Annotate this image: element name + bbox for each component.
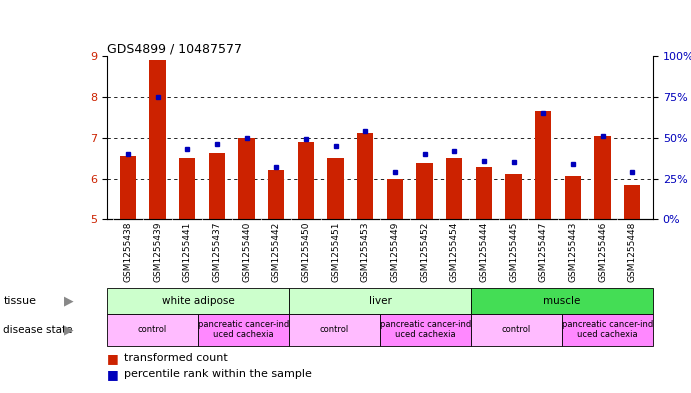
Bar [387,178,403,219]
Text: GSM1255438: GSM1255438 [124,221,133,282]
Text: GSM1255443: GSM1255443 [569,221,578,282]
Bar [209,153,225,219]
Bar [149,60,166,219]
Text: tissue: tissue [3,296,37,306]
Text: control: control [320,325,349,334]
Bar [380,314,471,346]
Text: GSM1255446: GSM1255446 [598,221,607,282]
Bar [505,174,522,219]
Bar [268,171,285,219]
Text: GSM1255452: GSM1255452 [420,221,429,282]
Text: GSM1255442: GSM1255442 [272,221,281,282]
Bar [120,156,136,219]
Text: GSM1255445: GSM1255445 [509,221,518,282]
Text: ■: ■ [107,367,119,381]
Bar [198,314,289,346]
Bar [289,314,380,346]
Bar [565,176,581,219]
Bar [179,158,196,219]
Text: GSM1255440: GSM1255440 [242,221,251,282]
Text: GSM1255447: GSM1255447 [539,221,548,282]
Text: muscle: muscle [543,296,580,306]
Bar [446,158,462,219]
Text: GSM1255439: GSM1255439 [153,221,162,282]
Text: ▶: ▶ [64,323,74,336]
Bar [107,314,198,346]
Bar [475,167,492,219]
Text: ▶: ▶ [64,294,74,307]
Bar [471,288,653,314]
Text: GSM1255451: GSM1255451 [331,221,340,282]
Bar [471,314,562,346]
Bar [298,142,314,219]
Text: GSM1255441: GSM1255441 [182,221,191,282]
Bar [535,111,551,219]
Text: ■: ■ [107,352,119,365]
Text: pancreatic cancer-ind
uced cachexia: pancreatic cancer-ind uced cachexia [380,320,471,340]
Bar [328,158,343,219]
Text: white adipose: white adipose [162,296,234,306]
Bar [417,163,433,219]
Bar [238,138,255,219]
Text: liver: liver [368,296,392,306]
Text: GSM1255450: GSM1255450 [301,221,310,282]
Bar [594,136,611,219]
Bar [107,288,289,314]
Text: GSM1255454: GSM1255454 [450,221,459,282]
Text: GSM1255444: GSM1255444 [480,221,489,282]
Text: GDS4899 / 10487577: GDS4899 / 10487577 [107,42,242,55]
Text: control: control [138,325,167,334]
Text: disease state: disease state [3,325,73,335]
Text: pancreatic cancer-ind
uced cachexia: pancreatic cancer-ind uced cachexia [562,320,653,340]
Text: percentile rank within the sample: percentile rank within the sample [124,369,312,379]
Bar [624,185,641,219]
Text: GSM1255449: GSM1255449 [390,221,399,282]
Bar [289,288,471,314]
Text: control: control [502,325,531,334]
Text: transformed count: transformed count [124,353,228,363]
Bar [357,133,373,219]
Text: GSM1255453: GSM1255453 [361,221,370,282]
Text: pancreatic cancer-ind
uced cachexia: pancreatic cancer-ind uced cachexia [198,320,290,340]
Text: GSM1255448: GSM1255448 [627,221,636,282]
Bar [562,314,653,346]
Text: GSM1255437: GSM1255437 [212,221,221,282]
